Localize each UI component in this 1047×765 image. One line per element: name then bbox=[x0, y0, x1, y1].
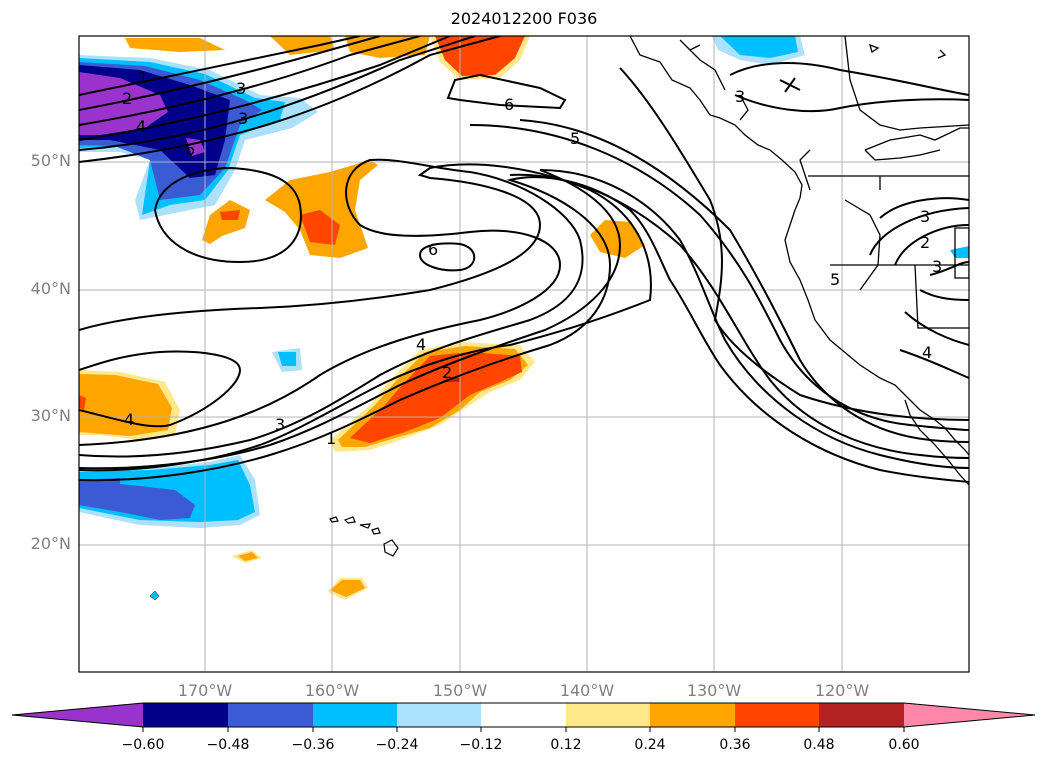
colorbar-tick-label: 0.24 bbox=[634, 737, 666, 753]
colorbar bbox=[11, 702, 1036, 732]
contour-label: 2 bbox=[920, 233, 930, 252]
contour-label-group: 1 2 3 4 3 6 6 5 6 3 4 3 2 1 4 3 2 3 5 4 bbox=[122, 68, 942, 448]
map-title: 2024012200 F036 bbox=[450, 9, 598, 28]
contour-label: 3 bbox=[920, 207, 930, 226]
lon-tick-label: 130°W bbox=[686, 681, 742, 700]
colorbar-tick-label: 0.12 bbox=[550, 737, 582, 753]
contour-label: 6 bbox=[428, 240, 438, 259]
contour-label: 1 bbox=[138, 68, 148, 87]
contour-label: 4 bbox=[416, 335, 426, 354]
height-contours bbox=[79, 36, 969, 483]
lat-tick-label: 40°N bbox=[30, 279, 71, 298]
colorbar-tick-label: −0.12 bbox=[459, 737, 503, 753]
contour-label: 3 bbox=[932, 257, 942, 276]
lon-tick-label: 120°W bbox=[814, 681, 870, 700]
lat-tick-label: 30°N bbox=[30, 406, 71, 425]
colorbar-tick-label: −0.60 bbox=[121, 737, 165, 753]
colorbar-tick-label: 0.48 bbox=[803, 737, 835, 753]
contour-label: 3 bbox=[236, 79, 246, 98]
lon-tick-label: 160°W bbox=[304, 681, 360, 700]
anomaly-shading bbox=[79, 36, 969, 601]
contour-label: 4 bbox=[922, 343, 932, 362]
colorbar-tick-label: 0.60 bbox=[888, 737, 920, 753]
contour-label: 5 bbox=[830, 270, 840, 289]
contour-label: 5 bbox=[570, 129, 580, 148]
lat-tick-label: 50°N bbox=[30, 151, 71, 170]
map-frame bbox=[78, 35, 970, 673]
colorbar-tick-label: −0.24 bbox=[375, 737, 419, 753]
contour-label: 3 bbox=[735, 87, 745, 106]
lon-tick-label: 140°W bbox=[559, 681, 615, 700]
colorbar-tick-label: 0.36 bbox=[719, 737, 751, 753]
colorbar-extend-high bbox=[904, 703, 1035, 727]
hawaii-islands bbox=[329, 516, 399, 557]
colorbar-tick-label: −0.48 bbox=[206, 737, 250, 753]
map-plot-area: 1 2 3 4 3 6 6 5 6 3 4 3 2 1 4 3 2 3 5 4 bbox=[79, 36, 969, 672]
contour-label: 4 bbox=[136, 117, 146, 136]
coastlines bbox=[629, 36, 969, 486]
contour-label: 3 bbox=[275, 415, 285, 434]
contour-label: 1 bbox=[326, 429, 336, 448]
contour-label: 2 bbox=[442, 363, 452, 382]
contour-label: 2 bbox=[122, 89, 132, 108]
contour-label: 6 bbox=[504, 95, 514, 114]
lon-tick-label: 150°W bbox=[432, 681, 488, 700]
colorbar-extend-low bbox=[12, 703, 143, 727]
colorbar-tick-label: −0.36 bbox=[291, 737, 335, 753]
contour-label: 3 bbox=[238, 109, 248, 128]
lon-tick-label: 170°W bbox=[177, 681, 233, 700]
contour-label: 4 bbox=[124, 410, 134, 429]
lat-tick-label: 20°N bbox=[30, 534, 71, 553]
contour-label: 6 bbox=[185, 140, 195, 159]
